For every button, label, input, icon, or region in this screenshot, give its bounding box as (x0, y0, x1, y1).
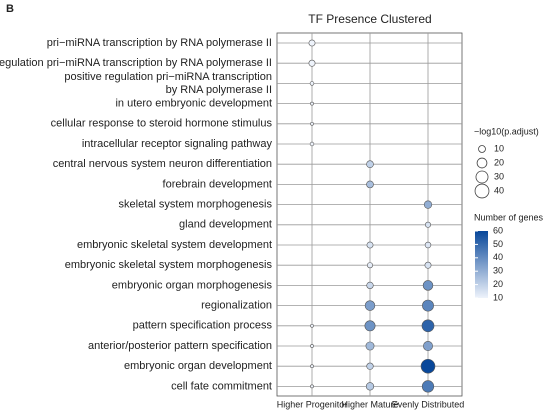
y-tick-label: cellular response to steroid hormone sti… (51, 118, 273, 130)
dot (367, 262, 373, 269)
dot (310, 101, 314, 106)
dot (308, 59, 316, 67)
x-tick-label: Higher Progenitor (277, 399, 348, 409)
dot (422, 280, 434, 291)
dot (366, 241, 374, 249)
size-legend-dot (475, 170, 489, 184)
y-tick-label: gland development (179, 219, 272, 231)
dot (310, 121, 314, 126)
dot (310, 323, 314, 328)
size-legend-dot (474, 183, 490, 199)
color-tick-label: 40 (493, 252, 503, 262)
x-tick-label: Evenly Distributed (392, 399, 465, 409)
dot (365, 382, 375, 391)
size-legend-title: −log10(p.adjust) (474, 126, 539, 136)
size-legend-label: 30 (494, 171, 504, 181)
y-tick-label: embryonic skeletal system development (77, 239, 272, 251)
dot (366, 180, 374, 189)
dot (364, 320, 376, 332)
y-tick-label: regulation pri−miRNA transcription by RN… (0, 57, 272, 69)
y-tick-label: positive regulation pri−miRNA transcript… (64, 71, 272, 96)
dot (420, 358, 436, 374)
dot (364, 300, 376, 311)
y-tick-label: forebrain development (163, 178, 272, 190)
dot (365, 341, 375, 351)
color-bar (475, 231, 488, 298)
dot (424, 241, 432, 249)
chart-title: TF Presence Clustered (308, 12, 431, 26)
y-tick-label: anterior/posterior pattern specification (88, 340, 272, 352)
size-legend-dot (478, 145, 486, 153)
size-legend-label: 10 (494, 143, 504, 153)
dot (366, 281, 374, 290)
size-legend-label: 40 (494, 185, 504, 195)
dot (424, 261, 432, 269)
x-tick-label: Higher Mature (341, 399, 398, 409)
y-tick-label: regionalization (201, 300, 272, 312)
y-tick-label: pri−miRNA transcription by RNA polymeras… (47, 37, 272, 49)
dot (421, 319, 435, 333)
y-tick-label: intracellular receptor signaling pathway (82, 138, 273, 150)
size-legend-dot (476, 157, 488, 169)
dot (421, 380, 435, 393)
dot (423, 341, 433, 351)
dot (310, 364, 314, 369)
dot (310, 344, 314, 348)
color-tick-label: 30 (493, 266, 503, 276)
dot (309, 81, 315, 86)
dot (308, 39, 316, 47)
dot (425, 221, 431, 228)
dot (366, 160, 374, 168)
y-tick-label: embryonic organ development (124, 360, 272, 372)
y-tick-label: in utero embryonic development (115, 98, 272, 110)
color-tick-label: 50 (493, 239, 503, 249)
y-tick-label: central nervous system neuron differenti… (53, 158, 272, 170)
y-tick-label: cell fate commitment (171, 380, 272, 392)
y-tick-label: embryonic organ morphogenesis (112, 279, 273, 291)
dot (422, 299, 434, 312)
color-legend-title: Number of genes (474, 212, 544, 222)
dot (423, 200, 433, 209)
panel-label: B (6, 3, 14, 15)
color-tick-label: 20 (493, 279, 503, 289)
dot (309, 141, 315, 147)
plot-frame (276, 32, 463, 397)
dot (310, 384, 314, 389)
size-legend-label: 20 (494, 157, 504, 167)
y-tick-label: pattern specification process (133, 320, 273, 332)
y-tick-label: skeletal system morphogenesis (119, 199, 273, 211)
color-tick-label: 60 (493, 225, 503, 235)
dot (366, 362, 374, 370)
y-tick-label: embryonic skeletal system morphogenesis (65, 259, 273, 271)
color-tick-label: 10 (493, 292, 503, 302)
